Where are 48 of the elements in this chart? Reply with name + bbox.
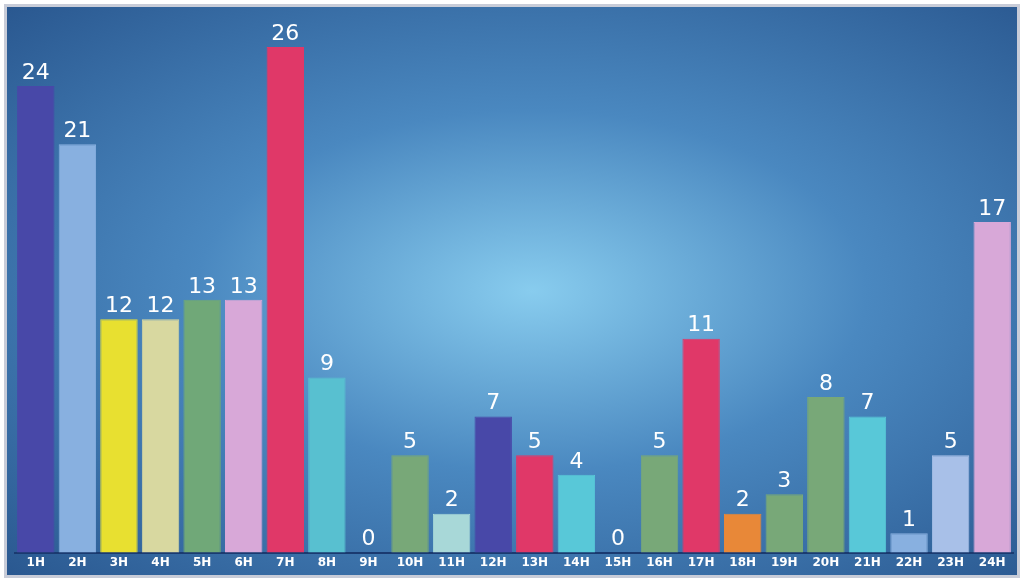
- x-tick-label: 21H: [854, 554, 881, 569]
- data-label: 5: [943, 428, 958, 454]
- data-label: 2: [735, 486, 750, 512]
- data-label: 4: [569, 447, 584, 473]
- data-label: 12: [104, 291, 133, 317]
- data-label: 1: [902, 505, 917, 531]
- data-label: 5: [403, 428, 418, 454]
- data-label: 5: [652, 428, 667, 454]
- x-tick-label: 5H: [192, 554, 212, 569]
- x-tick-label: 20H: [812, 554, 840, 569]
- x-tick-label: 10H: [396, 554, 424, 569]
- x-tick-label: 17H: [687, 554, 715, 569]
- data-label: 5: [527, 428, 542, 454]
- x-tick-label: 11H: [438, 554, 465, 569]
- data-label: 17: [978, 194, 1007, 220]
- x-tick-label: 15H: [604, 554, 632, 569]
- x-tick-label: 8H: [317, 554, 337, 569]
- x-tick-label: 16H: [646, 554, 673, 569]
- data-label: 7: [486, 389, 501, 415]
- data-label: 8: [818, 369, 833, 395]
- x-tick-label: 6H: [234, 554, 253, 569]
- data-label: 2: [444, 486, 459, 512]
- data-label: 11: [687, 311, 716, 337]
- x-tick-label: 24H: [978, 554, 1006, 569]
- x-tick-label: 23H: [937, 554, 964, 569]
- x-tick-label: 2H: [68, 554, 87, 569]
- data-label: 7: [860, 389, 875, 415]
- data-label: 21: [63, 116, 92, 142]
- x-tick-label: 14H: [563, 554, 590, 569]
- x-tick-label: 7H: [276, 554, 295, 569]
- data-label: 13: [229, 272, 258, 298]
- x-tick-label: 13H: [521, 554, 549, 569]
- data-label: 24: [21, 58, 50, 84]
- data-label: 26: [271, 19, 300, 45]
- data-label: 13: [188, 272, 217, 298]
- x-tick-label: 12H: [479, 554, 507, 569]
- data-label: 9: [319, 350, 334, 376]
- data-label: 3: [777, 466, 792, 492]
- data-label: 0: [610, 525, 625, 551]
- x-tick-label: 1H: [26, 554, 45, 569]
- x-tick-label: 4H: [151, 554, 170, 569]
- x-tick-label: 18H: [729, 554, 757, 569]
- data-label: 12: [146, 291, 175, 317]
- x-tick-label: 3H: [109, 554, 129, 569]
- x-tick-label: 19H: [770, 554, 798, 569]
- data-label: 0: [361, 525, 376, 551]
- x-tick-label: 9H: [359, 554, 378, 569]
- x-tick-label: 22H: [895, 554, 923, 569]
